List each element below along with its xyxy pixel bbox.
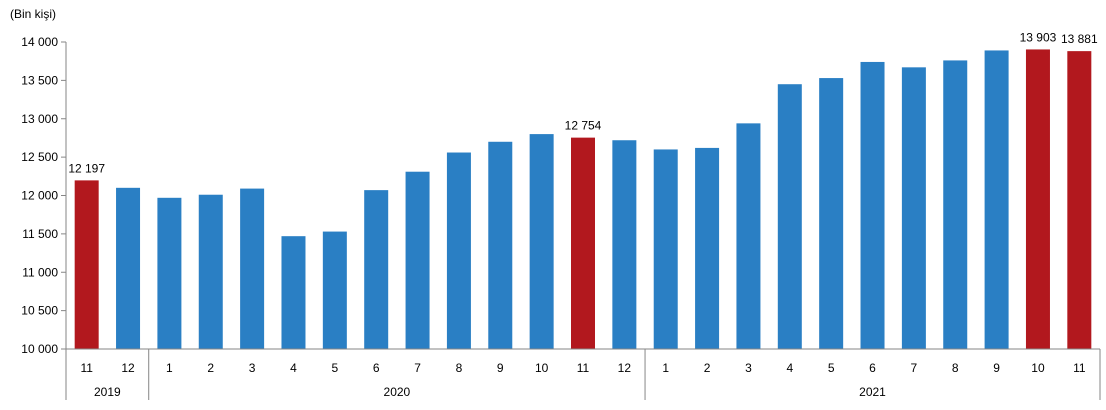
x-tick-label: 4 bbox=[290, 361, 297, 375]
x-tick-label: 2 bbox=[207, 361, 214, 375]
x-tick-label: 11 bbox=[577, 361, 590, 375]
x-tick-label: 3 bbox=[249, 361, 256, 375]
bar-value-label: 13 881 bbox=[1061, 32, 1098, 46]
bar-highlighted bbox=[1067, 51, 1092, 349]
year-label: 2019 bbox=[94, 385, 121, 399]
x-tick-label: 10 bbox=[1031, 361, 1045, 375]
bar bbox=[819, 78, 844, 349]
x-tick-label: 11 bbox=[80, 361, 93, 375]
bar-highlighted bbox=[1025, 49, 1050, 349]
x-tick-label: 8 bbox=[456, 361, 463, 375]
x-tick-label: 12 bbox=[121, 361, 135, 375]
bar bbox=[488, 141, 513, 349]
bar-value-label: 12 197 bbox=[68, 161, 105, 175]
bar bbox=[736, 123, 761, 349]
bar bbox=[116, 187, 141, 349]
bar bbox=[281, 236, 306, 349]
bar bbox=[405, 171, 430, 349]
x-tick-label: 1 bbox=[662, 361, 669, 375]
y-tick-label: 11 500 bbox=[22, 227, 58, 241]
y-tick-label: 13 000 bbox=[21, 112, 58, 126]
bar bbox=[777, 84, 802, 350]
bar bbox=[984, 50, 1009, 349]
x-tick-label: 6 bbox=[869, 361, 876, 375]
y-tick-label: 11 000 bbox=[22, 265, 58, 279]
x-tick-label: 6 bbox=[373, 361, 380, 375]
x-tick-label: 12 bbox=[618, 361, 632, 375]
bar bbox=[943, 60, 968, 350]
bar bbox=[157, 197, 182, 349]
data-labels: 12 197 12 754 13 903 13 881 bbox=[68, 30, 1098, 175]
bar bbox=[612, 140, 637, 349]
y-tick-label: 10 000 bbox=[21, 342, 58, 356]
x-tick-label: 9 bbox=[993, 361, 1000, 375]
unit-label: (Bin kişi) bbox=[10, 7, 56, 21]
bar bbox=[860, 61, 885, 349]
bar bbox=[529, 134, 554, 349]
year-label: 2020 bbox=[384, 385, 411, 399]
bar-series bbox=[74, 49, 1092, 350]
bar-highlighted bbox=[571, 137, 595, 349]
y-tick-label: 13 500 bbox=[21, 73, 58, 87]
x-tick-label: 4 bbox=[786, 361, 793, 375]
bar bbox=[322, 231, 347, 349]
bar-value-label: 13 903 bbox=[1020, 30, 1057, 44]
y-tick-label: 14 000 bbox=[21, 35, 58, 49]
bar bbox=[901, 67, 926, 349]
y-axis: 14 000 13 500 13 000 12 500 12 000 11 500 11 0… bbox=[21, 35, 67, 356]
x-tick-label: 10 bbox=[535, 361, 549, 375]
x-tick-label: 11 bbox=[1073, 361, 1086, 375]
y-tick-label: 12 500 bbox=[21, 150, 58, 164]
y-tick-label: 12 000 bbox=[21, 189, 58, 203]
x-tick-label: 3 bbox=[745, 361, 752, 375]
bar-value-label: 12 754 bbox=[565, 119, 602, 133]
y-tick-label: 10 500 bbox=[21, 304, 58, 318]
x-tick-label: 5 bbox=[828, 361, 835, 375]
bar bbox=[695, 147, 720, 349]
x-tick-label: 1 bbox=[166, 361, 173, 375]
x-tick-label: 9 bbox=[497, 361, 504, 375]
bar bbox=[653, 149, 678, 349]
bar-highlighted bbox=[74, 180, 99, 349]
x-tick-label: 7 bbox=[911, 361, 918, 375]
bar bbox=[446, 152, 471, 349]
bar bbox=[240, 188, 265, 349]
x-tick-label: 8 bbox=[952, 361, 959, 375]
year-label: 2021 bbox=[859, 385, 886, 399]
x-tick-label: 2 bbox=[704, 361, 711, 375]
bar bbox=[364, 190, 389, 349]
x-tick-label: 7 bbox=[414, 361, 421, 375]
bar bbox=[198, 194, 223, 349]
x-tick-label: 5 bbox=[331, 361, 338, 375]
